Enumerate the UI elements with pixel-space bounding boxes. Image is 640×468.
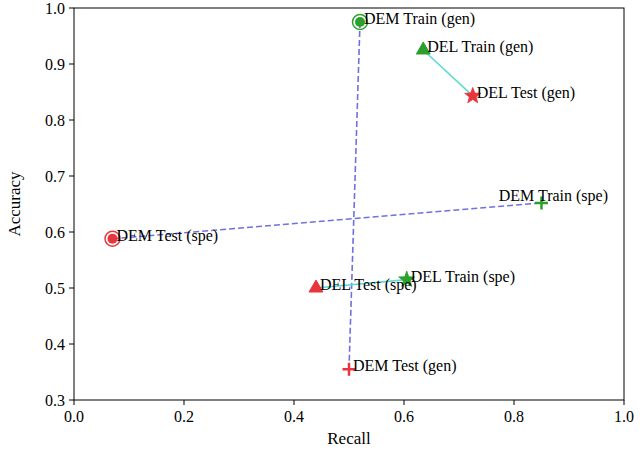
y-axis-label: Accuracy <box>5 171 24 237</box>
y-tick-label: 0.9 <box>45 56 65 73</box>
x-tick-label: 0.4 <box>284 408 304 425</box>
x-tick <box>514 400 515 405</box>
x-tick-label: 0.8 <box>504 408 524 425</box>
y-tick-label: 0.7 <box>45 168 65 185</box>
y-tick-label: 0.4 <box>45 336 65 353</box>
x-tick <box>184 400 185 405</box>
plot-area <box>105 15 548 376</box>
chart: 0.0 0.2 0.4 0.6 0.8 1.0 0.3 0.4 0.5 0.6 0.7 0.8 0.9 1… <box>0 0 640 468</box>
y-tick <box>69 8 74 9</box>
point-label: DEL Train (spe) <box>411 268 515 286</box>
point-label: DEL Test (spe) <box>320 276 417 294</box>
x-tick-label: 1.0 <box>614 408 634 425</box>
y-tick-label: 0.3 <box>45 392 65 409</box>
link-line <box>349 22 360 369</box>
y-tick-label: 0.6 <box>45 224 65 241</box>
point-label: DEL Test (gen) <box>477 84 575 102</box>
x-tick-label: 0.2 <box>174 408 194 425</box>
y-tick-label: 0.8 <box>45 112 65 129</box>
y-tick <box>69 232 74 233</box>
y-tick-label: 1.0 <box>45 0 65 17</box>
point-label: DEM Train (spe) <box>499 187 608 205</box>
point-label: DEL Train (gen) <box>427 38 533 56</box>
link-line <box>423 50 473 96</box>
point-label: DEM Test (spe) <box>117 227 219 245</box>
point-label: DEM Test (gen) <box>353 357 456 375</box>
x-tick <box>74 400 75 405</box>
point-label: DEM Train (gen) <box>364 10 475 28</box>
x-tick <box>404 400 405 405</box>
x-tick <box>624 400 625 405</box>
x-axis-label: Recall <box>327 429 371 448</box>
y-tick <box>69 120 74 121</box>
y-tick <box>69 288 74 289</box>
y-tick-label: 0.5 <box>45 280 65 297</box>
x-tick <box>294 400 295 405</box>
y-tick <box>69 176 74 177</box>
plot-frame <box>74 8 624 400</box>
x-tick-label: 0.6 <box>394 408 414 425</box>
y-tick <box>69 64 74 65</box>
y-tick <box>69 344 74 345</box>
x-tick-label: 0.0 <box>64 408 84 425</box>
y-tick <box>69 400 74 401</box>
